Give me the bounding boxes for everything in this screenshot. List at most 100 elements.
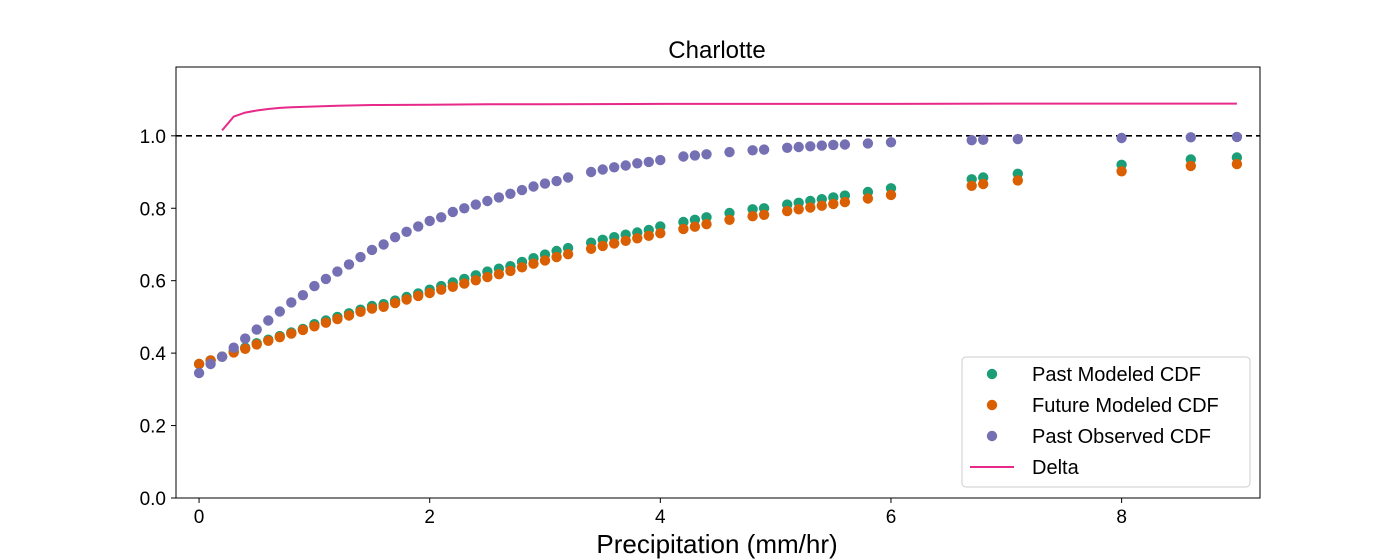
data-point [747, 145, 758, 156]
delta-line [221, 102, 1237, 132]
data-point [678, 223, 689, 235]
data-point [701, 219, 712, 230]
data-point [1185, 160, 1197, 172]
data-point [332, 313, 343, 325]
data-point [355, 306, 366, 317]
data-point [470, 199, 481, 210]
data-point [332, 266, 343, 277]
data-point [320, 273, 332, 285]
data-point [528, 258, 539, 269]
data-point [724, 214, 735, 225]
legend-label: Past Observed CDF [1032, 426, 1211, 448]
legend-marker [986, 368, 998, 380]
data-point [562, 249, 574, 260]
data-point [816, 140, 827, 151]
data-point [966, 180, 977, 191]
x-tick-label: 4 [655, 507, 666, 528]
data-point [782, 142, 793, 153]
data-point [286, 328, 297, 339]
data-point [585, 166, 597, 178]
data-point [724, 146, 735, 158]
data-point [862, 138, 874, 149]
data-point [643, 156, 654, 168]
data-point [228, 342, 239, 353]
data-point [793, 141, 804, 153]
y-tick-label: 0.8 [140, 199, 166, 220]
data-point [816, 200, 827, 211]
data-point [516, 184, 528, 196]
y-tick-label: 0.6 [140, 272, 166, 293]
data-point [758, 209, 770, 220]
data-point [505, 188, 516, 199]
data-point [470, 275, 481, 286]
data-point [251, 324, 262, 335]
data-point [562, 172, 574, 183]
data-point [251, 339, 262, 350]
plot-marks [176, 102, 1260, 379]
data-point [643, 230, 654, 241]
data-point [343, 310, 355, 321]
data-point [309, 280, 320, 292]
legend: Past Modeled CDF Future Modeled CDF Past O… [961, 356, 1251, 488]
y-tick-label: 1.0 [140, 127, 166, 148]
series-future-modeled-cdf [193, 158, 1243, 370]
data-point [274, 306, 285, 317]
data-point [1185, 132, 1197, 143]
data-point [1231, 158, 1243, 170]
data-point [389, 297, 401, 309]
data-point [1116, 166, 1127, 177]
data-point [551, 251, 562, 263]
data-point [585, 243, 597, 254]
data-point [862, 193, 874, 204]
data-point [505, 265, 516, 277]
data-point [320, 317, 332, 328]
data-point [240, 333, 251, 344]
data-point [885, 137, 897, 148]
data-point [620, 235, 631, 246]
axes: 0 2 4 6 8 0.0 0.2 0.4 0.6 0.8 1.0 [140, 66, 1261, 528]
data-point [378, 239, 389, 250]
data-point [758, 144, 770, 155]
plot-frame [175, 66, 1261, 499]
legend-label: Future Modeled CDF [1032, 395, 1219, 417]
data-point [597, 164, 608, 175]
data-point [436, 212, 447, 223]
data-point [309, 321, 320, 332]
data-point [389, 232, 401, 243]
legend-label: Past Modeled CDF [1032, 364, 1201, 386]
legend-box [961, 356, 1251, 488]
data-point [609, 238, 620, 249]
data-point [493, 269, 505, 280]
data-point [193, 367, 205, 379]
data-point [632, 158, 643, 169]
data-point [978, 134, 989, 145]
y-tick-label: 0.2 [140, 417, 166, 438]
data-point [263, 335, 274, 346]
x-tick-label: 0 [194, 507, 205, 528]
data-point [1012, 133, 1023, 145]
data-point [216, 351, 228, 362]
data-point [482, 195, 493, 207]
data-point [1116, 132, 1127, 144]
data-point [424, 287, 435, 299]
data-point [447, 281, 458, 292]
data-point [620, 160, 631, 171]
data-point [343, 259, 355, 270]
data-point [355, 251, 366, 263]
data-point [493, 192, 505, 203]
data-point [297, 324, 309, 336]
data-point [885, 189, 897, 201]
data-point [286, 297, 297, 308]
data-point [378, 301, 389, 312]
data-point [436, 284, 447, 295]
data-point [528, 181, 539, 192]
y-tick-label: 0.0 [140, 489, 166, 510]
data-point [539, 255, 551, 266]
data-point [413, 221, 424, 232]
data-point [193, 358, 205, 370]
data-point [782, 205, 793, 217]
data-point [609, 162, 620, 173]
data-point [632, 233, 643, 244]
data-point [459, 203, 470, 214]
